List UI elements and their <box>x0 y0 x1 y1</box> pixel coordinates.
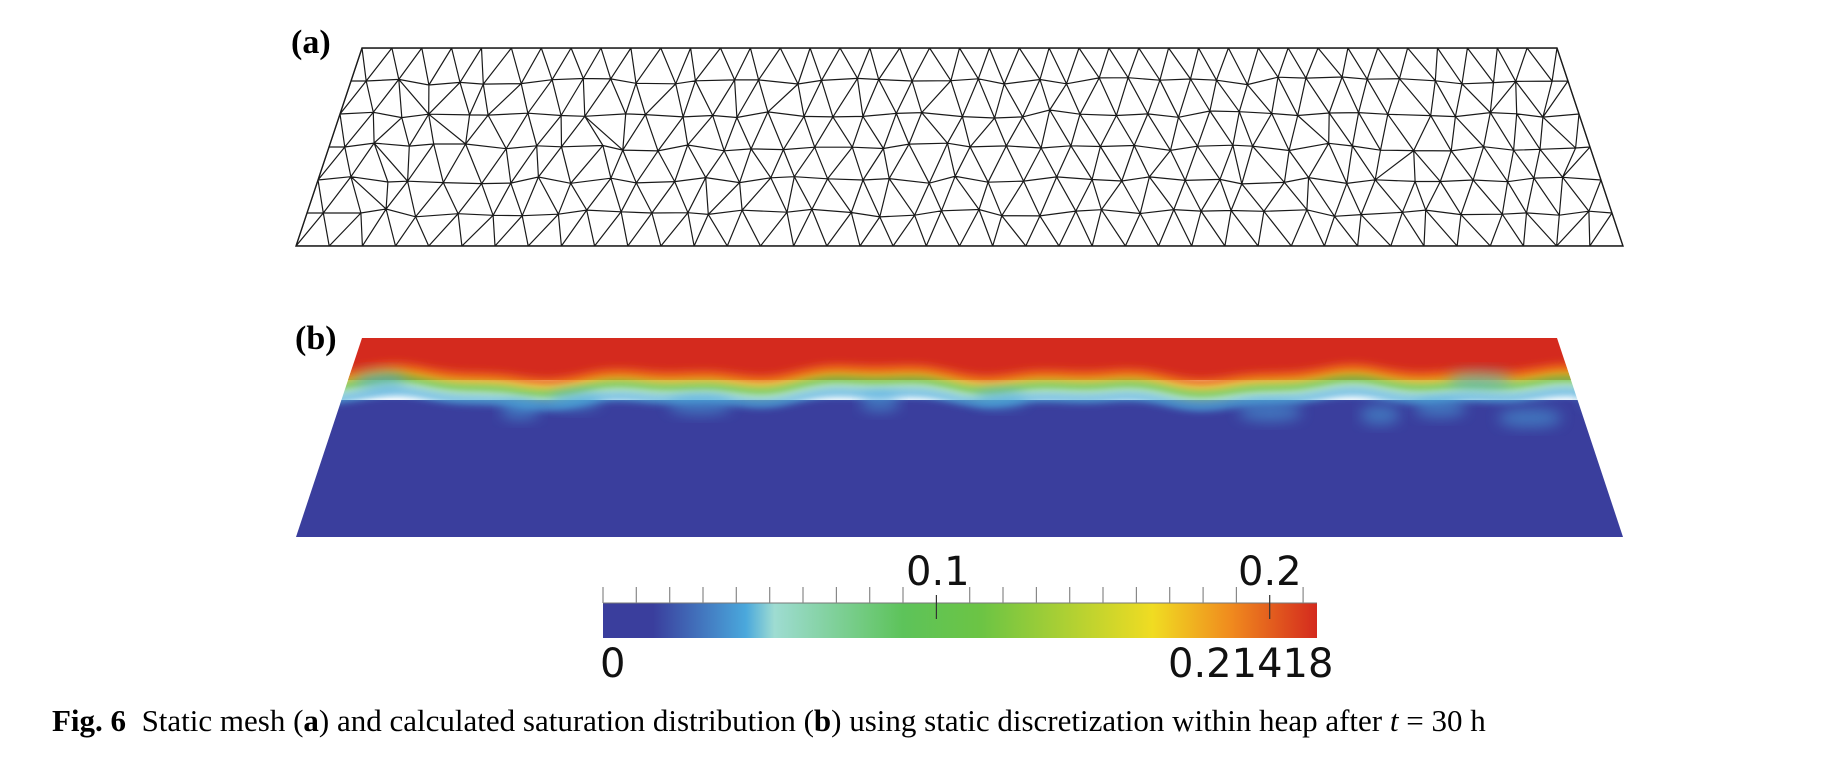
mesh-edges <box>296 48 1623 246</box>
panel-b-label: (b) <box>295 320 337 357</box>
saturation-blob <box>549 391 601 409</box>
saturation-band-2 <box>296 375 1623 400</box>
caption-fig-number: Fig. 6 <box>52 703 127 738</box>
figure-caption: Fig. 6 Static mesh (a) and calculated sa… <box>52 703 1486 739</box>
panel-a-label: (a) <box>291 24 331 61</box>
saturation-blob <box>500 401 540 419</box>
saturation-blob <box>1360 406 1400 424</box>
saturation-blob <box>1238 403 1302 421</box>
colorbar-tick-label-0-2: 0.2 <box>1238 549 1302 595</box>
saturation-blob <box>354 371 406 389</box>
static-mesh <box>296 48 1623 246</box>
saturation-blob <box>974 389 1026 407</box>
saturation-band-0 <box>296 362 1623 389</box>
saturation-band-3 <box>296 383 1623 405</box>
colorbar <box>602 587 1317 638</box>
caption-text-1: Static mesh ( <box>141 703 304 738</box>
saturation-dry-region <box>296 400 1623 537</box>
colorbar-tick-label-0-1: 0.1 <box>906 549 970 595</box>
saturation-blob <box>668 396 732 414</box>
saturation-band-4 <box>296 388 1623 411</box>
saturation-blob <box>860 393 900 411</box>
caption-text-2: ) and calculated saturation distribution… <box>318 703 814 738</box>
caption-ref-a: a <box>303 703 319 738</box>
mesh-boundary <box>295 47 1624 247</box>
saturation-blob <box>1414 399 1466 417</box>
saturation-band-1 <box>296 370 1623 394</box>
saturation-blob <box>1580 389 1620 407</box>
saturation-distribution <box>296 338 1623 537</box>
colorbar-gradient <box>603 603 1317 638</box>
saturation-front <box>296 362 1623 427</box>
saturation-blob <box>1448 371 1512 389</box>
colorbar-ticks <box>602 587 1304 619</box>
saturation-blob <box>1498 409 1562 427</box>
colorbar-max-label: 0.21418 <box>1168 641 1334 687</box>
caption-text-4: = 30 h <box>1398 703 1486 738</box>
caption-ref-b: b <box>813 703 832 738</box>
colorbar-min-label: 0 <box>600 641 626 687</box>
caption-time-symbol: t <box>1389 703 1399 738</box>
caption-text-3: ) using static discretization within hea… <box>831 703 1390 738</box>
